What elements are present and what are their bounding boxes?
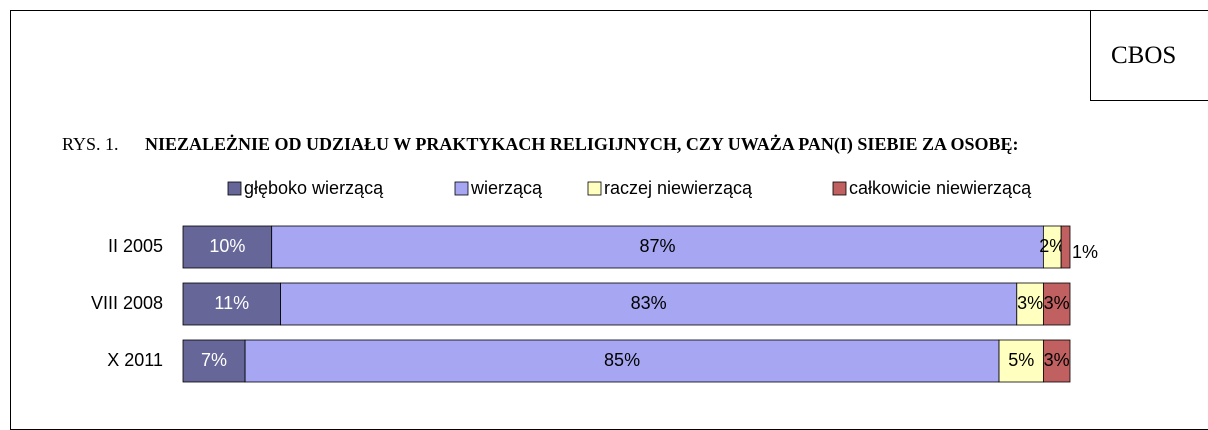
figure-label: RYS. 1. (62, 134, 119, 154)
bar-segment (182, 225, 273, 269)
legend-swatch (587, 181, 602, 196)
chart-title: NIEZALEŻNIE OD UDZIAŁU W PRAKTYKACH RELI… (145, 134, 1019, 154)
title-block: RYS. 1. NIEZALEŻNIE OD UDZIAŁU W PRAKTYK… (62, 130, 1122, 158)
category-label: II 2005 (108, 236, 163, 256)
legend-label: raczej niewierzącą (604, 178, 753, 198)
value-label: 10% (209, 236, 245, 256)
category-label: VIII 2008 (91, 293, 163, 313)
bar-segment (1042, 339, 1071, 383)
bar-segment (280, 282, 1018, 326)
bar-segment (182, 339, 246, 383)
value-label: 87% (640, 236, 676, 256)
chart: głęboko wierzącą wierzącą raczej niewierzą… (91, 178, 1098, 383)
value-label: 3% (1044, 293, 1070, 313)
value-label: 83% (631, 293, 667, 313)
legend-label: głęboko wierzącą (244, 178, 384, 198)
legend-swatch (227, 181, 242, 196)
bar-segment (1060, 225, 1071, 269)
value-label: 5% (1008, 350, 1034, 370)
bar-segment (182, 282, 281, 326)
legend-swatch (454, 181, 469, 196)
legend-label: wierzącą (470, 178, 543, 198)
legend-swatch (832, 181, 847, 196)
source: CBOS (1090, 10, 1208, 101)
value-label: 85% (604, 350, 640, 370)
value-label: 7% (201, 350, 227, 370)
legend-label: całkowicie niewierzącą (849, 178, 1032, 198)
value-label: 11% (214, 293, 249, 313)
value-label: 3% (1044, 350, 1070, 370)
bar-segment (1042, 282, 1071, 326)
bar-segment (998, 339, 1044, 383)
value-label: 3% (1017, 293, 1043, 313)
bar-segment (271, 225, 1044, 269)
category-label: X 2011 (107, 350, 163, 370)
value-label: 2% (1039, 236, 1065, 256)
value-label: 1% (1072, 242, 1098, 262)
page: CBOS RYS. 1. NIEZALEŻNIE OD UDZIAŁU W PR… (10, 10, 1208, 430)
bar-segment (1016, 282, 1044, 326)
